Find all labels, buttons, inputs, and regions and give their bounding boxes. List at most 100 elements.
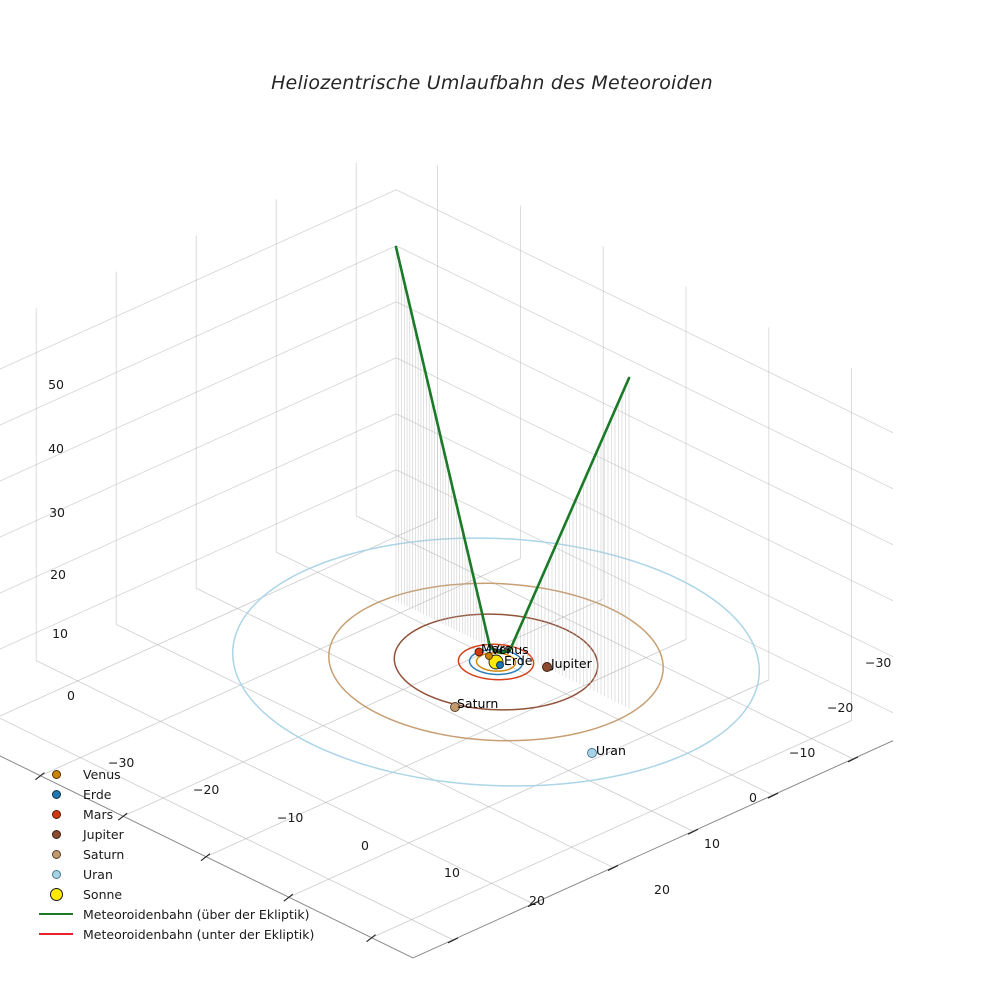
tick-label-x-5: 20 xyxy=(529,893,545,908)
body-marker-jupiter xyxy=(542,662,552,672)
legend-item-mars[interactable]: Mars xyxy=(34,804,334,824)
axis-spine-y xyxy=(412,740,894,959)
gridline-left-z xyxy=(0,245,397,426)
axis-spine-x xyxy=(0,755,414,959)
line-sample-icon xyxy=(39,932,73,936)
body-label-mars: Mars xyxy=(481,641,512,656)
body-label-venus: Venus xyxy=(491,642,529,657)
tick-mark-y xyxy=(447,937,459,944)
legend-label: Uran xyxy=(83,866,113,882)
gridline-left-z xyxy=(0,189,397,370)
tick-mark-y xyxy=(847,756,859,763)
legend-label: Venus xyxy=(83,766,121,782)
body-marker-saturn xyxy=(450,702,460,712)
legend-item-uran[interactable]: Uran xyxy=(34,864,334,884)
gridline-left-z xyxy=(0,301,397,482)
dot-icon xyxy=(51,769,61,779)
legend-label: Erde xyxy=(83,786,112,802)
dot-icon xyxy=(51,849,61,859)
legend-label: Meteoroidenbahn (über der Ekliptik) xyxy=(83,906,310,922)
dot-icon xyxy=(51,829,61,839)
gridline-floor-x xyxy=(288,679,769,898)
legend-label: Meteoroidenbahn (unter der Ekliptik) xyxy=(83,926,315,942)
tick-label-y-5: 20 xyxy=(654,882,670,897)
legend: Venus Erde Mars Jupiter Saturn Uran Sonne Meteo… xyxy=(34,764,334,944)
tick-mark-x xyxy=(366,934,376,943)
tick-label-z-3: 30 xyxy=(49,505,65,520)
tick-mark-x xyxy=(200,853,211,862)
orbit-mars xyxy=(457,643,535,681)
body-marker-erde xyxy=(496,661,504,669)
tick-label-y-2: −10 xyxy=(789,745,816,760)
tick-label-x-3: 0 xyxy=(361,838,369,853)
body-label-uran: Uran xyxy=(596,743,626,758)
tick-mark-y xyxy=(607,864,619,871)
gridline-floor-y xyxy=(196,587,694,832)
tick-label-y-0: −30 xyxy=(865,655,892,670)
tick-label-x-0: −30 xyxy=(108,755,135,770)
legend-marker-venus-icon xyxy=(34,769,78,779)
gridline-back-z xyxy=(396,301,894,546)
tick-label-x-4: 10 xyxy=(444,865,460,880)
body-marker-mars xyxy=(474,647,484,657)
gridline-floor-y xyxy=(36,660,534,905)
body-marker-uran xyxy=(587,748,597,758)
gridline-left-z xyxy=(0,469,397,650)
axis-spines xyxy=(0,740,894,959)
legend-item-meteoroidenbahn-ber-der-ekliptik[interactable]: Meteoroidenbahn (über der Ekliptik) xyxy=(34,904,334,924)
tick-mark-x xyxy=(117,812,128,821)
legend-line-below-icon xyxy=(34,932,78,936)
celestial-bodies xyxy=(450,647,597,758)
gridline-floor-x xyxy=(371,720,852,939)
legend-label: Jupiter xyxy=(83,826,124,842)
body-label-jupiter: Jupiter xyxy=(551,656,592,671)
gridline-back-z xyxy=(396,469,894,714)
gridline-floor-x xyxy=(0,517,438,717)
dot-icon xyxy=(49,887,63,901)
tick-label-z-4: 40 xyxy=(48,441,64,456)
gridline-back-z xyxy=(396,413,894,658)
legend-item-jupiter[interactable]: Jupiter xyxy=(34,824,334,844)
gridline-left-z xyxy=(0,413,397,594)
pane-left-yz xyxy=(0,144,397,678)
legend-marker-uran-icon xyxy=(34,869,78,879)
gridline-back-z xyxy=(396,357,894,602)
trajectory-droplines xyxy=(395,247,630,709)
trajectory-group xyxy=(394,245,631,655)
tick-label-z-1: 10 xyxy=(52,626,68,641)
tick-label-z-2: 20 xyxy=(50,567,66,582)
body-label-saturn: Saturn xyxy=(457,696,499,711)
tick-mark-y xyxy=(767,792,779,799)
page-title: Heliozentrische Umlaufbahn des Meteoroid… xyxy=(271,72,713,94)
dot-icon xyxy=(51,789,61,799)
legend-marker-sonne-icon xyxy=(34,887,78,901)
trajectory-perihelion xyxy=(489,645,511,655)
legend-item-meteoroidenbahn-unter-der-ekliptik[interactable]: Meteoroidenbahn (unter der Ekliptik) xyxy=(34,924,334,944)
gridline-left-z xyxy=(0,357,397,538)
tick-mark-x xyxy=(35,772,45,781)
body-label-erde: Erde xyxy=(504,653,533,668)
legend-marker-erde-icon xyxy=(34,789,78,799)
gridline-back-z xyxy=(396,245,894,490)
legend-label: Sonne xyxy=(83,886,123,902)
tick-label-x-2: −10 xyxy=(277,810,304,825)
tick-label-x-1: −20 xyxy=(193,782,220,797)
legend-item-sonne[interactable]: Sonne xyxy=(34,884,334,904)
tick-mark-y xyxy=(527,901,539,908)
body-marker-venus xyxy=(485,652,493,660)
legend-label: Saturn xyxy=(83,846,125,862)
orbit-saturn xyxy=(328,582,664,742)
orbit-uran xyxy=(231,537,761,787)
tick-label-y-1: −20 xyxy=(827,700,854,715)
legend-item-saturn[interactable]: Saturn xyxy=(34,844,334,864)
dot-icon xyxy=(51,869,61,879)
tick-marks xyxy=(35,756,859,944)
tick-label-z-0: 0 xyxy=(67,688,75,703)
legend-item-erde[interactable]: Erde xyxy=(34,784,334,804)
legend-item-venus[interactable]: Venus xyxy=(34,764,334,784)
gridline-floor-y xyxy=(276,551,774,796)
gridline-floor-y xyxy=(0,717,454,941)
trajectory-above-ecliptic-out xyxy=(508,376,631,652)
tick-label-y-4: 10 xyxy=(704,836,720,851)
